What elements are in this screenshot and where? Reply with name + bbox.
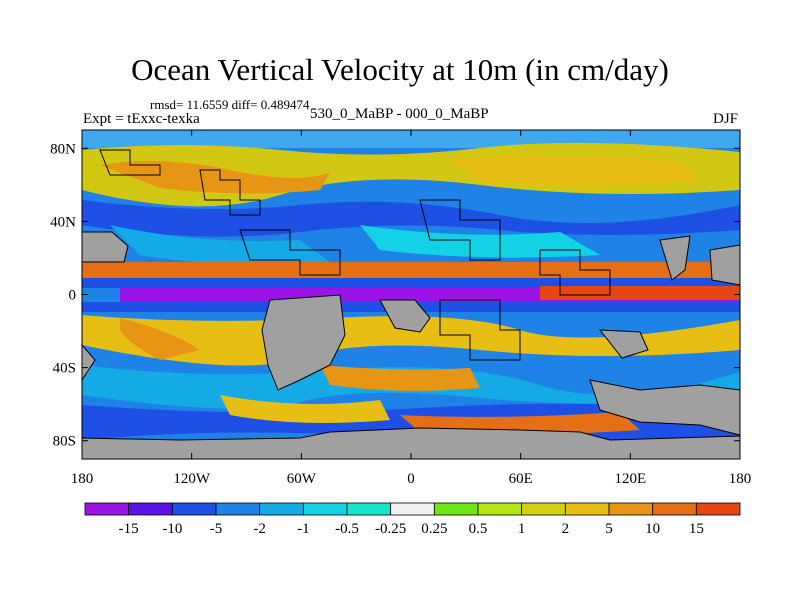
y-tick-label: 40N [50,214,76,230]
colorbar-label: -10 [162,521,182,537]
colorbar-label: 0.5 [469,521,488,537]
x-tick-label: 0 [407,471,415,487]
ocean-field [110,225,330,265]
experiment-label: Expt = tExxc-texka [83,111,200,127]
ocean-field [82,315,740,366]
colorbar-label: -1 [297,521,310,537]
colorbar-swatch [215,502,261,516]
land-mass [598,329,649,359]
x-tick-label: 120W [173,471,211,487]
colorbar-label: 15 [689,521,704,537]
colorbar-label: 0.25 [421,521,447,537]
axis-labels: 80N 40N 0 40S 80S 180 120W 60W 0 60E 120E 180 [50,141,751,487]
ocean-field [320,365,480,391]
ocean-field [120,318,200,360]
colorbar-label: -0.25 [375,521,406,537]
coastline [239,229,341,276]
colorbar-swatch [84,502,130,516]
period-label: 530_0_MaBP - 000_0_MaBP [310,106,489,122]
season-label: DJF [713,111,739,127]
coastline [539,249,611,296]
y-tick-label: 80N [50,141,76,157]
land-mass [709,244,740,286]
stats-text: rmsd= 11.6559 diff= 0.489474 [150,97,310,112]
colorbar-label: 10 [645,521,660,537]
map-plot-area [82,130,740,459]
colorbar-label: 5 [605,521,613,537]
colorbar-swatch [652,502,697,516]
colorbar-swatch [302,502,348,516]
coastline [99,149,161,176]
ocean-field [220,395,390,424]
colorbar-label: -15 [119,521,139,537]
colorbar-label: 2 [562,521,570,537]
x-tick-label: 60E [509,471,533,487]
colorbar-swatch [564,502,610,516]
ocean-field [82,278,740,288]
coastline [439,299,521,361]
ocean-field [540,286,740,300]
colorbar-swatch [521,502,566,516]
x-tick-label: 60W [287,471,317,487]
colorbar-swatch [433,502,479,516]
land-mass [261,294,346,391]
colorbar-swatch [346,502,392,516]
colorbar-swatch [128,502,173,516]
land-mass [82,231,129,263]
figure-title: Ocean Vertical Velocity at 10m (in cm/da… [131,52,669,87]
colorbar-label: -2 [253,521,266,537]
colorbar-swatch [171,502,217,516]
x-tick-label: 120E [614,471,646,487]
land-mass [82,344,96,381]
ocean-field [82,262,740,278]
land-mass [82,427,740,459]
colorbar-swatch [259,502,304,516]
land-mass [659,235,691,281]
ocean-field [82,200,740,237]
land-mass [379,299,431,333]
y-tick-label: 80S [53,434,76,450]
ocean-field [360,225,600,258]
y-tick-label: 40S [53,361,76,377]
axis-ticks [81,130,741,459]
colorbar-swatch [477,502,523,516]
colorbar-swatch [390,502,435,516]
x-tick-label: 180 [729,471,752,487]
colorbar: -15 -10 -5 -2 -1 -0.5 -0.25 0.25 0.5 1 2 5 10 15 [84,502,741,537]
land-mass [589,379,740,436]
coastline [199,169,261,216]
coastline [419,199,501,261]
ocean-field [450,155,700,186]
colorbar-swatch [608,502,654,516]
x-tick-label: 180 [71,471,94,487]
colorbar-label: -5 [210,521,223,537]
colorbar-swatch [695,502,741,516]
ocean-field [100,161,330,194]
colorbar-label: -0.5 [335,521,359,537]
colorbar-label: 1 [518,521,526,537]
y-tick-label: 0 [69,288,77,304]
